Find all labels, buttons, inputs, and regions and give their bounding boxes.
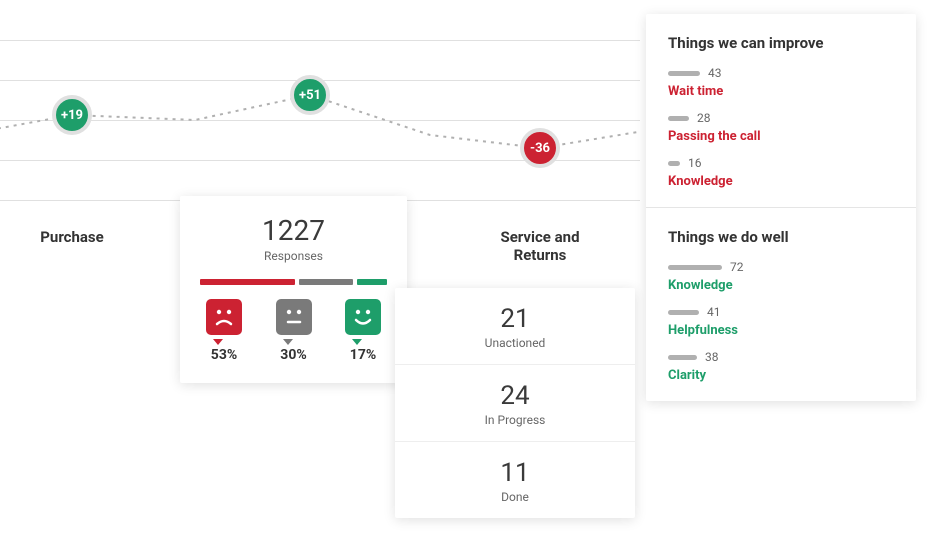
neutral-face-icon <box>276 299 312 335</box>
happy-face-icon <box>345 299 381 335</box>
feedback-item[interactable]: 16 Knowledge <box>668 156 894 189</box>
status-count: 11 <box>405 458 625 488</box>
status-count: 21 <box>405 304 625 334</box>
feedback-improve-section: Things we can improve 43 Wait time 28 Passin… <box>646 14 916 207</box>
sentiment-bar-segment <box>200 279 295 285</box>
feedback-well-section: Things we do well 72 Knowledge 41 Helpfulnes… <box>646 208 916 401</box>
status-label: Done <box>405 490 625 504</box>
sentiment-pct: 17% <box>350 347 376 363</box>
chart-point[interactable]: -36 <box>520 128 560 168</box>
feedback-count: 72 <box>730 260 744 274</box>
feedback-item[interactable]: 28 Passing the call <box>668 111 894 144</box>
feedback-bar <box>668 355 697 360</box>
sentiment-faces: 53% 30% 17% <box>200 299 387 363</box>
feedback-section-title: Things we can improve <box>668 34 894 52</box>
feedback-count: 16 <box>688 156 702 170</box>
sentiment-face-cell: 53% <box>206 299 242 363</box>
sentiment-pct: 30% <box>280 347 306 363</box>
feedback-count: 28 <box>697 111 711 125</box>
sad-face-icon <box>206 299 242 335</box>
feedback-count: 41 <box>707 305 721 319</box>
responses-label: Responses <box>200 249 387 263</box>
sentiment-bar-segment <box>299 279 353 285</box>
sentiment-face-cell: 17% <box>345 299 381 363</box>
feedback-bar <box>668 116 689 121</box>
feedback-section-title: Things we do well <box>668 228 894 246</box>
status-card: 21 Unactioned 24 In Progress 11 Done <box>395 288 635 518</box>
feedback-card: Things we can improve 43 Wait time 28 Passin… <box>646 14 916 401</box>
feedback-bar <box>668 310 699 315</box>
status-cell[interactable]: 11 Done <box>395 442 635 518</box>
feedback-label: Knowledge <box>668 174 894 189</box>
feedback-label: Wait time <box>668 84 894 99</box>
trend-line <box>0 40 640 200</box>
feedback-label: Knowledge <box>668 278 894 293</box>
feedback-item[interactable]: 38 Clarity <box>668 350 894 383</box>
xaxis-label: Service andReturns <box>480 228 600 264</box>
sentiment-bar-segment <box>357 279 387 285</box>
sentiment-bar <box>200 279 387 285</box>
feedback-item[interactable]: 72 Knowledge <box>668 260 894 293</box>
feedback-count: 43 <box>708 66 722 80</box>
status-count: 24 <box>405 381 625 411</box>
responses-count: 1227 <box>200 214 387 247</box>
status-label: In Progress <box>405 413 625 427</box>
feedback-bar <box>668 161 680 166</box>
chart-point[interactable]: +51 <box>290 75 330 115</box>
feedback-item[interactable]: 41 Helpfulness <box>668 305 894 338</box>
feedback-count: 38 <box>705 350 719 364</box>
feedback-bar <box>668 265 722 270</box>
chart-point[interactable]: +19 <box>52 95 92 135</box>
xaxis-label: Purchase <box>12 228 132 246</box>
sentiment-pct: 53% <box>211 347 237 363</box>
status-cell[interactable]: 24 In Progress <box>395 365 635 442</box>
feedback-label: Clarity <box>668 368 894 383</box>
status-label: Unactioned <box>405 336 625 350</box>
feedback-label: Helpfulness <box>668 323 894 338</box>
sentiment-face-cell: 30% <box>276 299 312 363</box>
feedback-label: Passing the call <box>668 129 894 144</box>
responses-card: 1227 Responses 53% 30% 17% <box>180 196 407 383</box>
feedback-item[interactable]: 43 Wait time <box>668 66 894 99</box>
status-cell[interactable]: 21 Unactioned <box>395 288 635 365</box>
feedback-bar <box>668 71 700 76</box>
